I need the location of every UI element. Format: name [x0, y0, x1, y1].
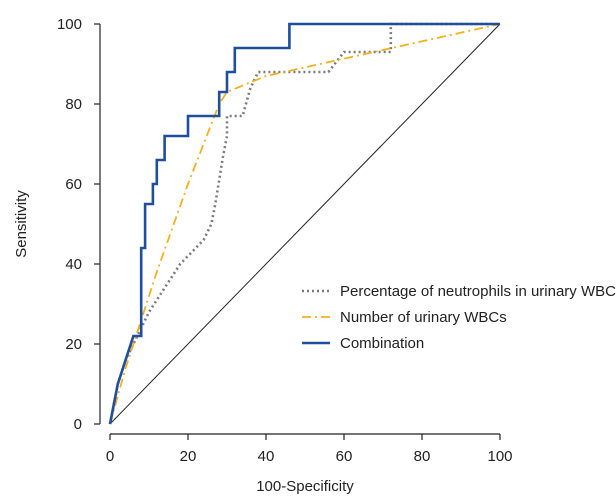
y-tick-label: 0 — [74, 416, 82, 433]
x-tick-label: 40 — [258, 448, 275, 465]
y-axis-label: Sensitivity — [13, 190, 30, 258]
y-ticks: 0 20 40 60 80 100 — [57, 16, 100, 433]
reference-diagonal-line — [109, 23, 501, 425]
legend: Percentage of neutrophils in urinary WBC… — [302, 283, 616, 352]
y-tick-label: 100 — [57, 16, 82, 33]
x-tick-label: 100 — [487, 448, 512, 465]
y-tick-label: 80 — [65, 96, 82, 113]
x-tick-label: 20 — [180, 448, 197, 465]
x-tick-label: 60 — [336, 448, 353, 465]
series-line-dashdot — [109, 23, 501, 425]
series-layer — [108, 22, 501, 425]
x-tick-label: 0 — [106, 448, 114, 465]
legend-label: Number of urinary WBCs — [340, 309, 507, 326]
x-ticks: 0 20 40 60 80 100 — [106, 434, 513, 465]
y-tick-label: 40 — [65, 256, 82, 273]
axes — [99, 24, 500, 435]
series-line-solid — [108, 22, 500, 425]
x-axis-label: 100-Specificity — [256, 478, 354, 495]
x-tick-label: 80 — [414, 448, 431, 465]
series-line-dotted — [108, 22, 500, 425]
y-tick-label: 60 — [65, 176, 82, 193]
legend-label: Percentage of neutrophils in urinary WBC… — [340, 283, 616, 300]
y-tick-label: 20 — [65, 336, 82, 353]
legend-label: Combination — [340, 335, 424, 352]
